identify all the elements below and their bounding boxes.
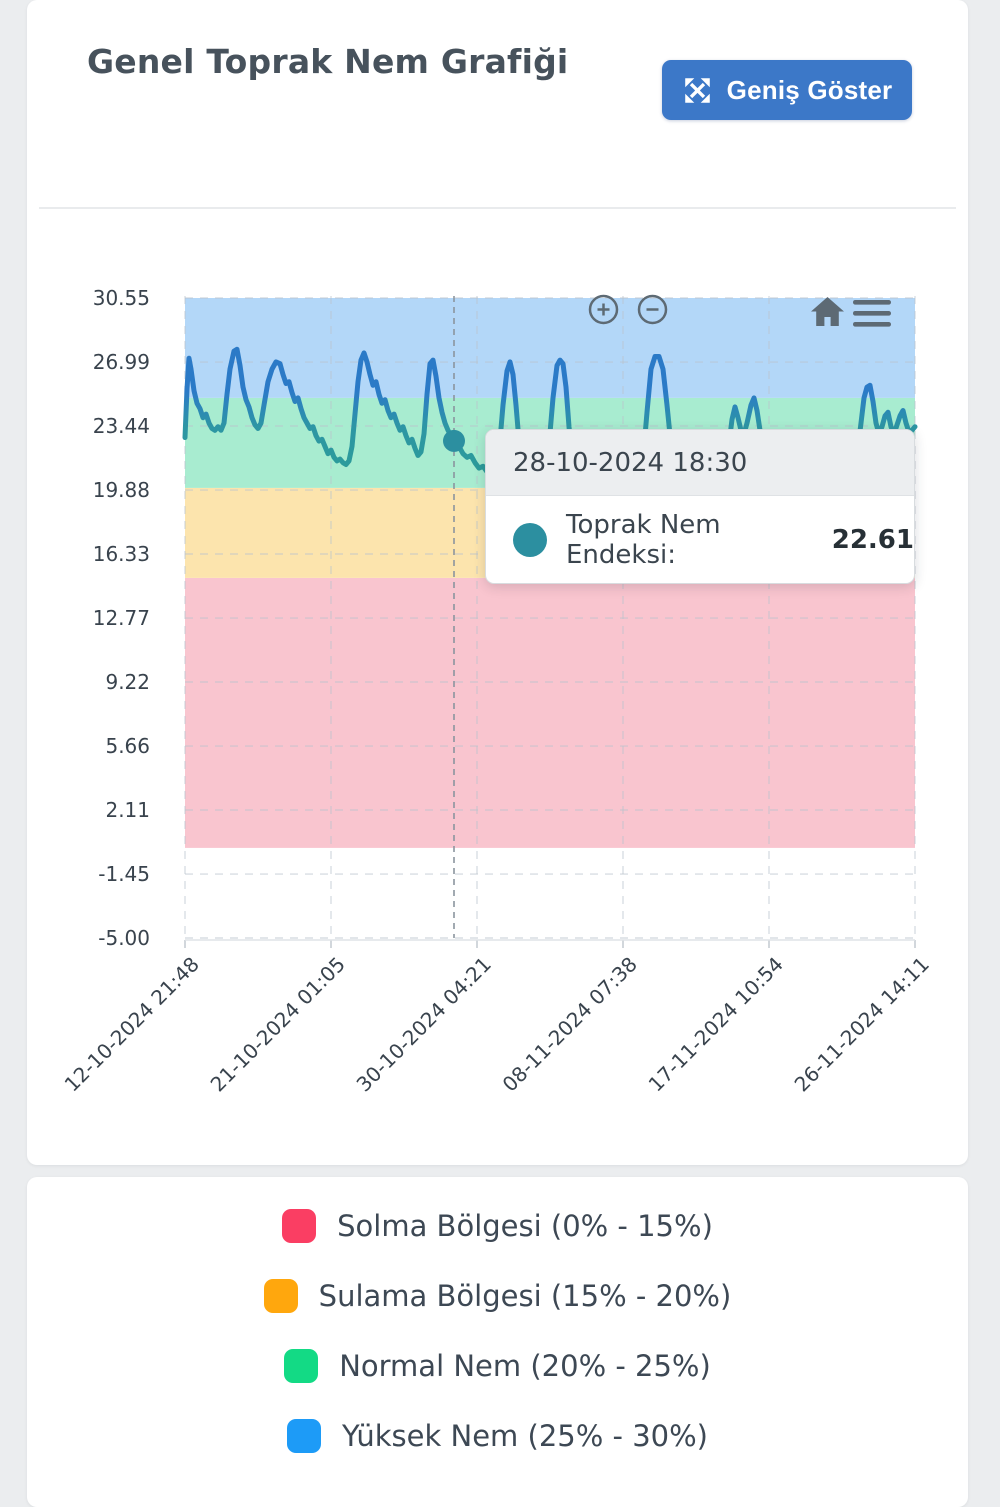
y-axis-label: -5.00 [98,926,150,950]
y-axis-label: 12.77 [92,606,150,631]
y-axis-label: 5.66 [105,734,150,759]
expand-button-label: Geniş Göster [726,74,893,105]
tooltip-series-label: Toprak Nem Endeksi: [566,510,721,570]
legend-label: Solma Bölgesi (0% - 15%) [337,1209,713,1243]
legend-item: Yüksek Nem (25% - 30%) [287,1403,708,1469]
y-axis-label: 2.11 [105,798,150,822]
y-axis-label: 30.55 [92,286,150,310]
home-icon[interactable] [810,296,845,327]
chart-tooltip: 28-10-2024 18:30 Toprak Nem Endeksi: 22.… [485,429,915,584]
y-axis-label: 16.33 [92,542,150,566]
chart-legend: Solma Bölgesi (0% - 15%) Sulama Bölgesi (… [27,1177,968,1473]
legend-item: Sulama Bölgesi (15% - 20%) [263,1263,732,1329]
zone-band [185,298,915,398]
legend-label: Sulama Bölgesi (15% - 20%) [318,1279,732,1313]
legend-swatch-icon [287,1419,321,1453]
y-axis-label: -1.45 [98,862,150,887]
divider [39,207,956,209]
y-axis-label: 23.44 [92,414,150,438]
zone-band [185,577,915,848]
legend-label: Yüksek Nem (25% - 30%) [342,1419,708,1453]
y-axis-label: 26.99 [92,350,150,375]
series-marker-icon [513,523,547,557]
selected-point-marker [443,429,465,452]
chart-card: Genel Toprak Nem Grafiği Geniş Göster [27,0,968,1165]
tooltip-date: 28-10-2024 18:30 [486,430,914,496]
tooltip-value: 22.61 [831,525,914,555]
y-axis-label: 19.88 [92,478,150,503]
legend-card: Solma Bölgesi (0% - 15%) Sulama Bölgesi (… [27,1177,968,1507]
zoom-in-icon[interactable] [587,293,620,326]
legend-swatch-icon [282,1209,317,1243]
legend-item: Normal Nem (20% - 25%) [284,1333,711,1399]
expand-button[interactable]: Geniş Göster [662,60,912,120]
page-title: Genel Toprak Nem Grafiği [87,42,569,81]
menu-icon[interactable] [853,299,891,328]
y-axis-label: 9.22 [105,670,150,694]
expand-arrows-icon [682,75,713,106]
zoom-out-icon[interactable] [636,293,669,326]
legend-swatch-icon [284,1349,319,1383]
legend-item: Solma Bölgesi (0% - 15%) [282,1193,713,1259]
legend-label: Normal Nem (20% - 25%) [339,1349,711,1383]
legend-swatch-icon [263,1279,298,1313]
